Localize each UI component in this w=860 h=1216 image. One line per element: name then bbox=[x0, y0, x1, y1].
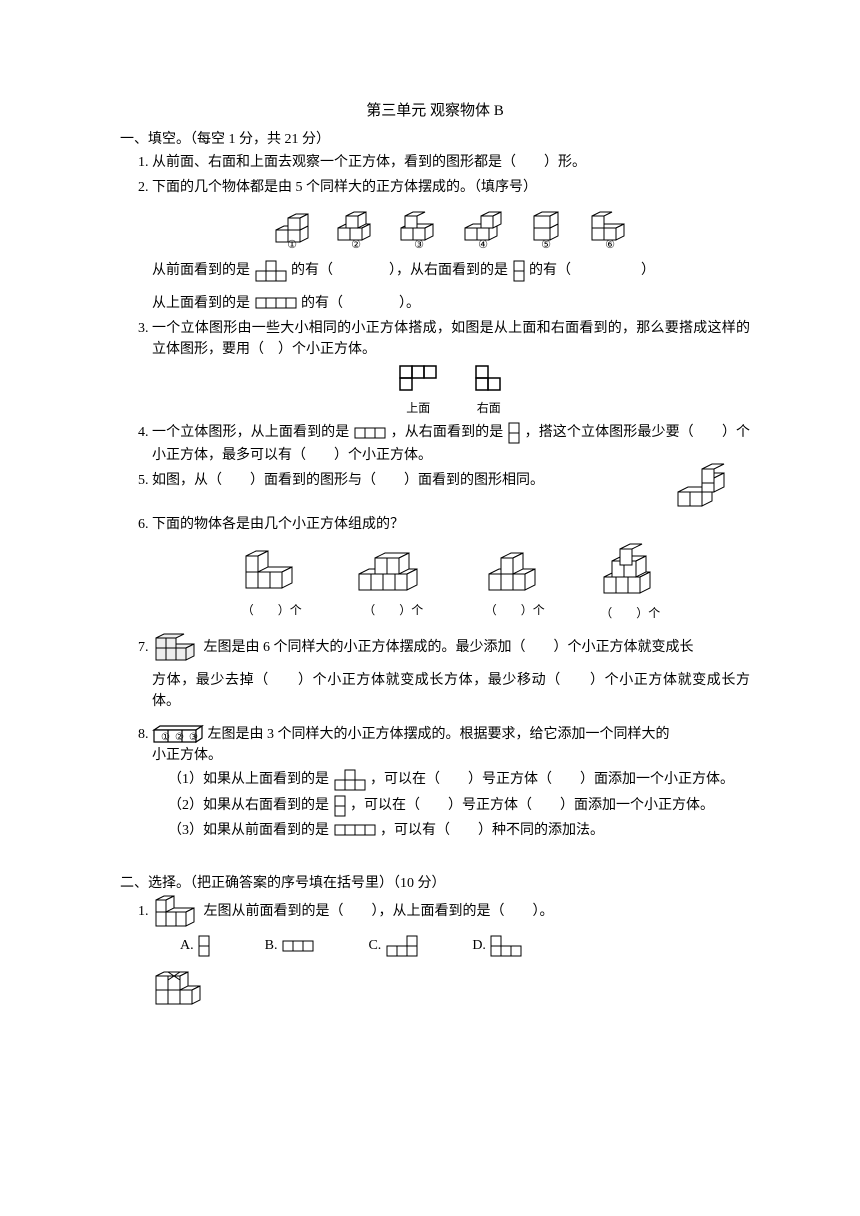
q8-s3-shape bbox=[333, 823, 377, 837]
q6-unit2: （ ）个 bbox=[349, 601, 437, 619]
q5: 如图，从（ ）面看到的图形与（ ）面看到的图形相同。 bbox=[152, 470, 750, 510]
opt-c-label: C. bbox=[368, 938, 381, 953]
q6-fig2 bbox=[355, 544, 431, 594]
svg-text:④: ④ bbox=[478, 239, 488, 251]
svg-text:③: ③ bbox=[189, 732, 198, 743]
q8-s2a: （2）如果从右面看到的是 bbox=[168, 798, 329, 813]
q8-s1a: （1）如果从上面看到的是 bbox=[168, 772, 329, 787]
q3: 一个立体图形由一些大小相同的小正方体搭成，如图是从上面和右面看到的，那么要搭成这… bbox=[152, 318, 750, 417]
s2-q1-extra-fig bbox=[152, 968, 750, 1015]
q2-top-shape bbox=[254, 296, 298, 310]
q2-fig2: ② bbox=[332, 202, 380, 248]
q2-line2: 从前面看到的是 的有（ ），从右面看到的是 的有（ ） bbox=[152, 259, 750, 283]
page-title: 第三单元 观察物体 B bbox=[120, 100, 750, 123]
q7-text1: 左图是由 6 个同样大的小正方体摆成的。最少添加（ ）个小正方体就变成长 bbox=[204, 640, 694, 655]
q2-fig1: ① bbox=[268, 202, 316, 248]
q8-s1b: ，可以在（ ）号正方体（ ）面添加一个小正方体。 bbox=[370, 772, 734, 787]
s2-q1-options: A. B. C. D. bbox=[152, 934, 750, 958]
opt-d: D. bbox=[472, 934, 523, 958]
q2-right-blank: 的有（ ） bbox=[529, 263, 655, 278]
s2-q1-fig bbox=[152, 896, 200, 928]
q8-fig: ①②③ bbox=[152, 724, 204, 744]
q2-text1: 下面的几个物体都是由 5 个同样大的正方体摆成的。（填序号） bbox=[152, 180, 537, 195]
svg-text:③: ③ bbox=[414, 239, 424, 251]
q4: 一个立体图形，从上面看到的是 ，从右面看到的是 ，搭这个立体图形最少要（ ）个小… bbox=[152, 421, 750, 466]
opt-d-label: D. bbox=[472, 938, 486, 953]
q2: 下面的几个物体都是由 5 个同样大的正方体摆成的。（填序号） ① ② ③ ④ ⑤… bbox=[152, 177, 750, 314]
q2-figures: ① ② ③ ④ ⑤ ⑥ bbox=[152, 202, 750, 255]
q2-fig4: ④ bbox=[459, 202, 507, 248]
q2-fig3: ③ bbox=[395, 202, 443, 248]
q4-text2: ，从右面看到的是 bbox=[391, 425, 504, 440]
section1-header: 一、填空。（每空 1 分，共 21 分） bbox=[120, 129, 750, 150]
q8-s2b: ，可以在（ ）号正方体（ ）面添加一个小正方体。 bbox=[350, 798, 714, 813]
q6-unit1: （ ）个 bbox=[234, 601, 310, 619]
q8-s2-shape bbox=[333, 794, 347, 818]
s2-q1-text: 左图从前面看到的是（ ），从上面看到的是（ ）。 bbox=[204, 904, 554, 919]
q6-fig4 bbox=[598, 541, 662, 597]
q2-front-shape bbox=[254, 259, 288, 283]
section2-header: 二、选择。（把正确答案的序号填在括号里）（10 分） bbox=[120, 873, 750, 894]
q3-figs: 上面 右面 bbox=[152, 364, 750, 417]
q3-top-label: 上面 bbox=[392, 399, 444, 417]
q2-top-label: 从上面看到的是 bbox=[152, 296, 250, 311]
q7: 左图是由 6 个同样大的小正方体摆成的。最少添加（ ）个小正方体就变成长 方体，… bbox=[152, 634, 750, 712]
q4-top-shape bbox=[353, 426, 387, 440]
q8-sub2: （2）如果从右面看到的是 ，可以在（ ）号正方体（ ）面添加一个小正方体。 bbox=[152, 794, 750, 818]
opt-a-label: A. bbox=[180, 938, 194, 953]
q8-s1-shape bbox=[333, 768, 367, 792]
q3-text: 一个立体图形由一些大小相同的小正方体搭成，如图是从上面和右面看到的，那么要搭成这… bbox=[152, 321, 750, 357]
q8: ①②③ 左图是由 3 个同样大的小正方体摆成的。根据要求，给它添加一个同样大的 … bbox=[152, 724, 750, 841]
q7-text2: 方体，最少去掉（ ）个小正方体就变成长方体，最少移动（ ）个小正方体就变成长方体… bbox=[152, 670, 750, 712]
q5-text: 如图，从（ ）面看到的图形与（ ）面看到的图形相同。 bbox=[152, 473, 544, 488]
svg-text:①: ① bbox=[287, 239, 297, 251]
svg-text:②: ② bbox=[175, 732, 184, 743]
opt-b-label: B. bbox=[265, 938, 278, 953]
q6-unit4: （ ）个 bbox=[592, 604, 668, 622]
q8-text1: 左图是由 3 个同样大的小正方体摆成的。根据要求，给它添加一个同样大的 bbox=[208, 727, 670, 742]
s2-q1: 左图从前面看到的是（ ），从上面看到的是（ ）。 A. B. C. D. bbox=[152, 896, 750, 1015]
q6-figs: （ ）个 （ ）个 （ ）个 （ ）个 bbox=[152, 541, 750, 622]
svg-text:⑤: ⑤ bbox=[541, 239, 551, 251]
q6-fig3 bbox=[483, 544, 547, 594]
q2-front-blank: 的有（ ），从右面看到的是 bbox=[291, 263, 508, 278]
svg-text:①: ① bbox=[161, 732, 170, 743]
q6: 下面的物体各是由几个小正方体组成的？ （ ）个 （ ）个 （ ）个 （ ）个 bbox=[152, 514, 750, 622]
q2-right-shape bbox=[512, 259, 526, 283]
q8-text2: 小正方体。 bbox=[152, 745, 750, 766]
svg-text:②: ② bbox=[351, 239, 361, 251]
q6-fig1 bbox=[240, 544, 304, 594]
q7-fig bbox=[152, 634, 200, 662]
svg-text:⑥: ⑥ bbox=[605, 239, 615, 251]
q4-right-shape bbox=[507, 421, 521, 445]
opt-b: B. bbox=[265, 935, 315, 956]
opt-a: A. bbox=[180, 934, 211, 958]
q3-right-label: 右面 bbox=[468, 399, 510, 417]
section1-list: 从前面、右面和上面去观察一个正方体，看到的图形都是（ ）形。 下面的几个物体都是… bbox=[120, 152, 750, 841]
q3-top-shape bbox=[398, 364, 438, 392]
q5-fig bbox=[674, 462, 730, 510]
q8-s3a: （3）如果从前面看到的是 bbox=[168, 823, 329, 838]
q2-fig5: ⑤ bbox=[522, 202, 570, 248]
q2-top-blank: 的有（ ）。 bbox=[301, 296, 420, 311]
q2-line3: 从上面看到的是 的有（ ）。 bbox=[152, 293, 750, 314]
q6-text: 下面的物体各是由几个小正方体组成的？ bbox=[152, 517, 404, 532]
q8-sub1: （1）如果从上面看到的是 ，可以在（ ）号正方体（ ）面添加一个小正方体。 bbox=[152, 768, 750, 792]
q2-fig6: ⑥ bbox=[586, 202, 634, 248]
q3-right-shape bbox=[474, 364, 504, 392]
q1: 从前面、右面和上面去观察一个正方体，看到的图形都是（ ）形。 bbox=[152, 152, 750, 173]
q8-s3b: ，可以有（ ）种不同的添加法。 bbox=[380, 823, 604, 838]
q4-text1: 一个立体图形，从上面看到的是 bbox=[152, 425, 349, 440]
q2-front-label: 从前面看到的是 bbox=[152, 263, 250, 278]
q6-unit3: （ ）个 bbox=[477, 601, 553, 619]
opt-c: C. bbox=[368, 934, 418, 958]
section2-list: 左图从前面看到的是（ ），从上面看到的是（ ）。 A. B. C. D. bbox=[120, 896, 750, 1015]
q8-sub3: （3）如果从前面看到的是 ，可以有（ ）种不同的添加法。 bbox=[152, 820, 750, 841]
